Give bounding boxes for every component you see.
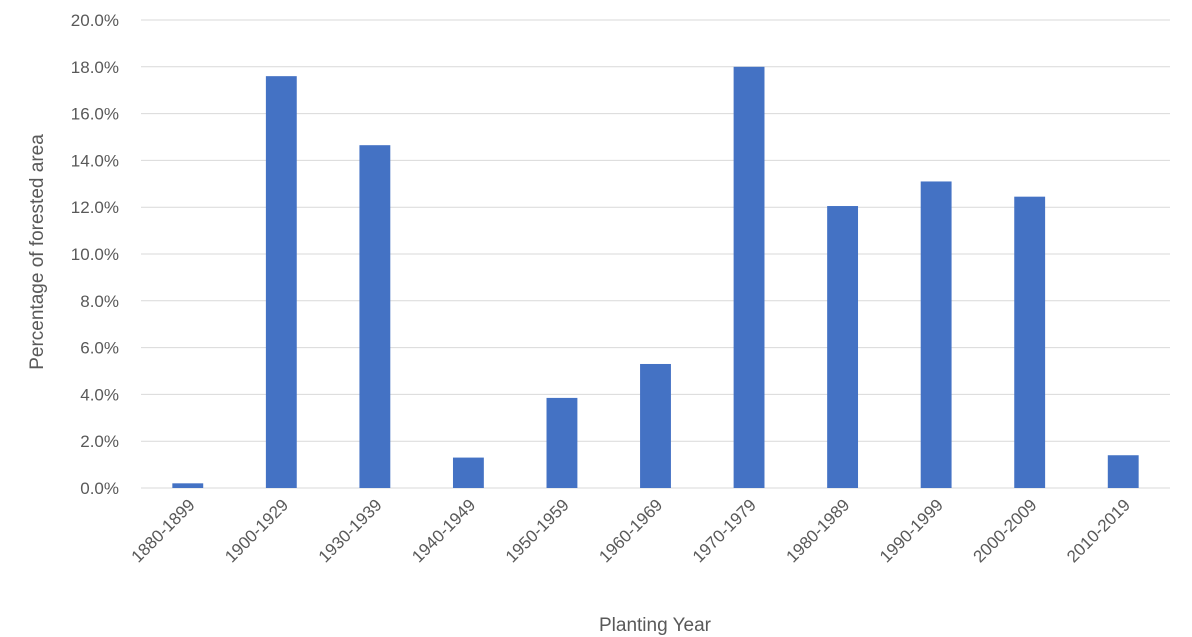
bar xyxy=(265,76,297,488)
bar xyxy=(172,483,204,488)
y-tick-label: 12.0% xyxy=(71,198,119,217)
bar xyxy=(920,181,952,488)
y-tick-label: 20.0% xyxy=(71,11,119,30)
bars xyxy=(172,66,1139,489)
bar xyxy=(452,457,484,488)
x-tick-label: 1930-1939 xyxy=(315,495,386,566)
bar xyxy=(640,363,671,488)
x-tick-label: 1940-1949 xyxy=(408,495,479,566)
x-tick-label: 1980-1989 xyxy=(782,495,853,566)
y-tick-label: 16.0% xyxy=(71,105,119,124)
y-tick-label: 4.0% xyxy=(80,385,119,404)
y-tick-label: 14.0% xyxy=(71,151,119,170)
x-tick-label: 2000-2009 xyxy=(970,495,1041,566)
x-tick-label: 1880-1899 xyxy=(128,495,199,566)
bar xyxy=(359,145,391,488)
y-tick-label: 18.0% xyxy=(71,58,119,77)
x-tick-label: 2010-2019 xyxy=(1063,495,1134,566)
x-axis-title: Planting Year xyxy=(599,615,712,636)
gridlines xyxy=(141,19,1170,489)
y-axis-title: Percentage of forested area xyxy=(27,134,48,370)
x-tick-label: 1990-1999 xyxy=(876,495,947,566)
y-axis-ticks: 0.0% 2.0% 4.0% 6.0% 8.0% 10.0% 12.0% 14.0% 16.0%… xyxy=(71,11,119,498)
x-tick-label: 1970-1979 xyxy=(689,495,760,566)
x-tick-label: 1960-1969 xyxy=(595,495,666,566)
y-tick-label: 6.0% xyxy=(80,339,119,358)
bar xyxy=(733,66,765,489)
bar xyxy=(1107,455,1139,488)
y-tick-label: 2.0% xyxy=(80,432,119,451)
y-tick-label: 10.0% xyxy=(71,245,119,264)
bar xyxy=(546,397,578,488)
x-axis-ticks: 1880-1899 1900-1929 1930-1939 1940-1949 1950… xyxy=(128,495,1134,566)
bar xyxy=(1014,196,1046,489)
bar xyxy=(827,206,859,488)
x-tick-label: 1900-1929 xyxy=(221,495,292,566)
y-tick-label: 8.0% xyxy=(80,292,119,311)
y-tick-label: 0.0% xyxy=(80,479,119,498)
x-tick-label: 1950-1959 xyxy=(502,495,573,566)
